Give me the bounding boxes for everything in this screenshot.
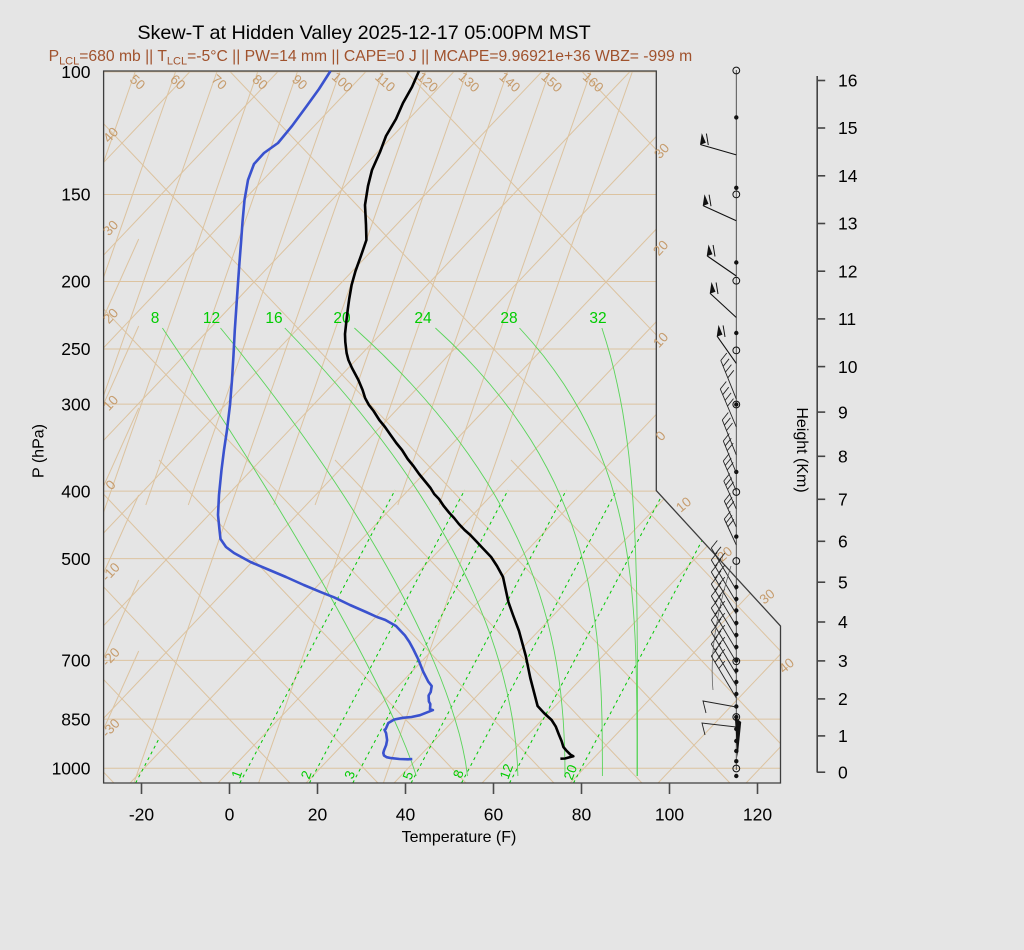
svg-text:28: 28 xyxy=(500,310,517,327)
svg-text:1000: 1000 xyxy=(52,758,91,778)
svg-text:P (hPa): P (hPa) xyxy=(31,424,48,478)
svg-text:400: 400 xyxy=(61,481,90,501)
svg-text:40: 40 xyxy=(396,804,416,824)
svg-text:10: 10 xyxy=(100,392,121,413)
svg-text:15: 15 xyxy=(838,118,857,138)
svg-text:30: 30 xyxy=(651,140,672,161)
svg-text:10: 10 xyxy=(673,494,694,515)
svg-text:32: 32 xyxy=(589,310,606,327)
svg-text:20: 20 xyxy=(308,804,328,824)
svg-text:30: 30 xyxy=(100,217,121,238)
svg-text:12: 12 xyxy=(203,310,220,327)
svg-text:90: 90 xyxy=(289,72,310,93)
svg-text:1: 1 xyxy=(838,726,848,746)
svg-text:3: 3 xyxy=(838,651,848,671)
svg-text:250: 250 xyxy=(61,339,90,359)
svg-text:Height (Km): Height (Km) xyxy=(793,407,810,492)
svg-text:300: 300 xyxy=(61,394,90,414)
svg-text:60: 60 xyxy=(167,72,188,93)
svg-text:50: 50 xyxy=(127,72,148,93)
svg-text:850: 850 xyxy=(61,709,90,729)
svg-text:2: 2 xyxy=(838,689,848,709)
svg-text:8: 8 xyxy=(838,447,848,467)
svg-text:20: 20 xyxy=(650,237,671,258)
svg-text:30: 30 xyxy=(757,586,778,607)
svg-text:14: 14 xyxy=(838,166,858,186)
svg-text:10: 10 xyxy=(838,357,858,377)
svg-text:10: 10 xyxy=(650,329,671,350)
svg-text:12: 12 xyxy=(497,762,516,781)
svg-text:0: 0 xyxy=(225,804,235,824)
svg-text:4: 4 xyxy=(838,612,848,632)
svg-text:20: 20 xyxy=(561,763,580,782)
svg-text:40: 40 xyxy=(776,655,797,676)
svg-text:100: 100 xyxy=(61,62,90,82)
svg-text:7: 7 xyxy=(838,490,848,510)
svg-text:80: 80 xyxy=(249,72,270,93)
svg-text:24: 24 xyxy=(414,310,432,327)
svg-text:200: 200 xyxy=(61,272,90,292)
svg-text:6: 6 xyxy=(838,532,848,552)
svg-text:Temperature (F): Temperature (F) xyxy=(402,829,517,846)
svg-text:13: 13 xyxy=(838,214,857,234)
svg-text:Skew-T at Hidden Valley 2025-1: Skew-T at Hidden Valley 2025-12-17 05:00… xyxy=(137,22,590,44)
svg-text:20: 20 xyxy=(100,305,121,326)
svg-text:40: 40 xyxy=(100,124,121,145)
svg-text:PLCL=680 mb || TLCL=-5°C || PW: PLCL=680 mb || TLCL=-5°C || PW=14 mm || … xyxy=(49,48,693,68)
svg-text:150: 150 xyxy=(61,185,90,205)
svg-text:11: 11 xyxy=(838,309,856,329)
svg-text:16: 16 xyxy=(265,310,282,327)
svg-text:9: 9 xyxy=(838,402,848,422)
svg-text:60: 60 xyxy=(484,804,504,824)
svg-text:120: 120 xyxy=(743,804,772,824)
svg-text:-20: -20 xyxy=(129,804,155,824)
svg-text:700: 700 xyxy=(61,651,90,671)
svg-text:0: 0 xyxy=(838,762,848,782)
svg-text:100: 100 xyxy=(655,804,684,824)
svg-text:8: 8 xyxy=(151,310,160,327)
svg-text:80: 80 xyxy=(572,804,592,824)
svg-text:12: 12 xyxy=(838,261,857,281)
svg-text:500: 500 xyxy=(61,549,90,569)
svg-text:5: 5 xyxy=(838,572,848,592)
svg-text:70: 70 xyxy=(209,72,230,93)
svg-text:16: 16 xyxy=(838,71,857,91)
